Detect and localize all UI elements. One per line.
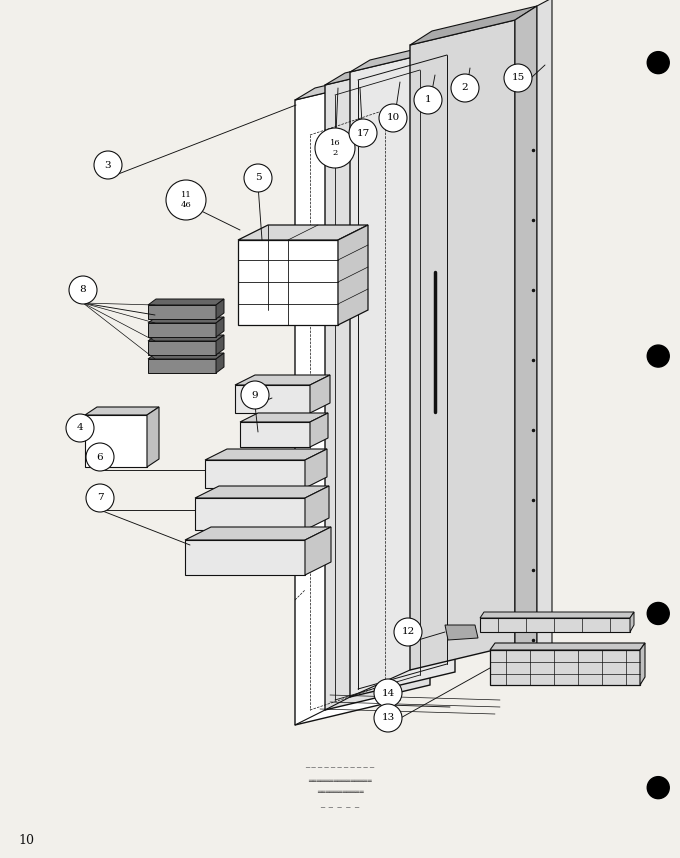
Polygon shape (490, 650, 640, 685)
Circle shape (394, 618, 422, 646)
Polygon shape (490, 643, 645, 650)
Polygon shape (515, 6, 537, 659)
Polygon shape (85, 415, 147, 467)
Polygon shape (310, 413, 328, 447)
Circle shape (69, 276, 97, 304)
Polygon shape (235, 385, 310, 413)
Text: 17: 17 (356, 129, 370, 137)
Text: 10: 10 (386, 113, 400, 123)
Polygon shape (350, 47, 455, 697)
Polygon shape (148, 359, 216, 373)
Circle shape (451, 74, 479, 102)
Polygon shape (630, 612, 634, 632)
Text: ═══════════: ═══════════ (317, 788, 363, 794)
Polygon shape (305, 449, 327, 488)
Text: 12: 12 (401, 627, 415, 637)
Circle shape (166, 180, 206, 220)
Polygon shape (240, 413, 328, 422)
Polygon shape (480, 618, 630, 632)
Polygon shape (295, 63, 420, 100)
Polygon shape (216, 317, 224, 337)
Polygon shape (410, 6, 537, 45)
Polygon shape (305, 527, 331, 575)
Polygon shape (537, 0, 552, 667)
Circle shape (86, 443, 114, 471)
Polygon shape (216, 335, 224, 355)
Polygon shape (310, 375, 330, 413)
Polygon shape (185, 540, 305, 575)
Polygon shape (338, 225, 368, 325)
Polygon shape (325, 60, 430, 710)
Polygon shape (205, 460, 305, 488)
Polygon shape (147, 407, 159, 467)
Text: 14: 14 (381, 688, 394, 698)
Polygon shape (238, 225, 368, 240)
Circle shape (244, 164, 272, 192)
Polygon shape (148, 317, 224, 323)
Polygon shape (148, 299, 224, 305)
Text: 1: 1 (425, 95, 431, 105)
Text: 15: 15 (511, 74, 525, 82)
Circle shape (374, 704, 402, 732)
Polygon shape (537, 659, 554, 671)
Circle shape (504, 64, 532, 92)
Text: 5: 5 (255, 173, 261, 183)
Text: 9: 9 (252, 390, 258, 400)
Text: ─ ─ ─ ─ ─ ─ ─ ─ ─ ─ ─: ─ ─ ─ ─ ─ ─ ─ ─ ─ ─ ─ (305, 765, 375, 771)
Polygon shape (205, 449, 327, 460)
Text: 6: 6 (97, 452, 103, 462)
Text: 11
46: 11 46 (181, 191, 191, 208)
Text: 13: 13 (381, 714, 394, 722)
Circle shape (315, 128, 355, 168)
Polygon shape (148, 305, 216, 319)
Text: 8: 8 (80, 286, 86, 294)
Circle shape (647, 776, 669, 799)
Circle shape (647, 602, 669, 625)
Text: 3: 3 (105, 160, 112, 170)
Text: 16
2: 16 2 (330, 139, 340, 157)
Text: 7: 7 (97, 493, 103, 503)
Polygon shape (350, 35, 475, 72)
Circle shape (374, 679, 402, 707)
Polygon shape (240, 422, 310, 447)
Polygon shape (148, 341, 216, 355)
Circle shape (379, 104, 407, 132)
Circle shape (647, 345, 669, 367)
Polygon shape (195, 486, 329, 498)
Polygon shape (216, 299, 224, 319)
Polygon shape (85, 407, 159, 415)
Polygon shape (480, 612, 634, 618)
Polygon shape (148, 323, 216, 337)
Polygon shape (148, 335, 224, 341)
Circle shape (86, 484, 114, 512)
Polygon shape (325, 48, 450, 85)
Polygon shape (195, 498, 305, 530)
Circle shape (349, 119, 377, 147)
Polygon shape (295, 75, 400, 725)
Text: ─  ─  ─  ─  ─: ─ ─ ─ ─ ─ (320, 805, 360, 811)
Polygon shape (640, 643, 645, 685)
Polygon shape (216, 353, 224, 373)
Polygon shape (410, 20, 515, 670)
Polygon shape (235, 375, 330, 385)
Polygon shape (185, 527, 331, 540)
Circle shape (241, 381, 269, 409)
Circle shape (647, 51, 669, 74)
Polygon shape (445, 625, 478, 640)
Text: 2: 2 (462, 83, 469, 93)
Circle shape (94, 151, 122, 179)
Text: 4: 4 (77, 424, 84, 432)
Circle shape (66, 414, 94, 442)
Text: 10: 10 (18, 833, 34, 847)
Polygon shape (305, 486, 329, 530)
Polygon shape (238, 240, 338, 325)
Polygon shape (148, 353, 224, 359)
Circle shape (414, 86, 442, 114)
Text: ═══════════════: ═══════════════ (308, 777, 372, 783)
